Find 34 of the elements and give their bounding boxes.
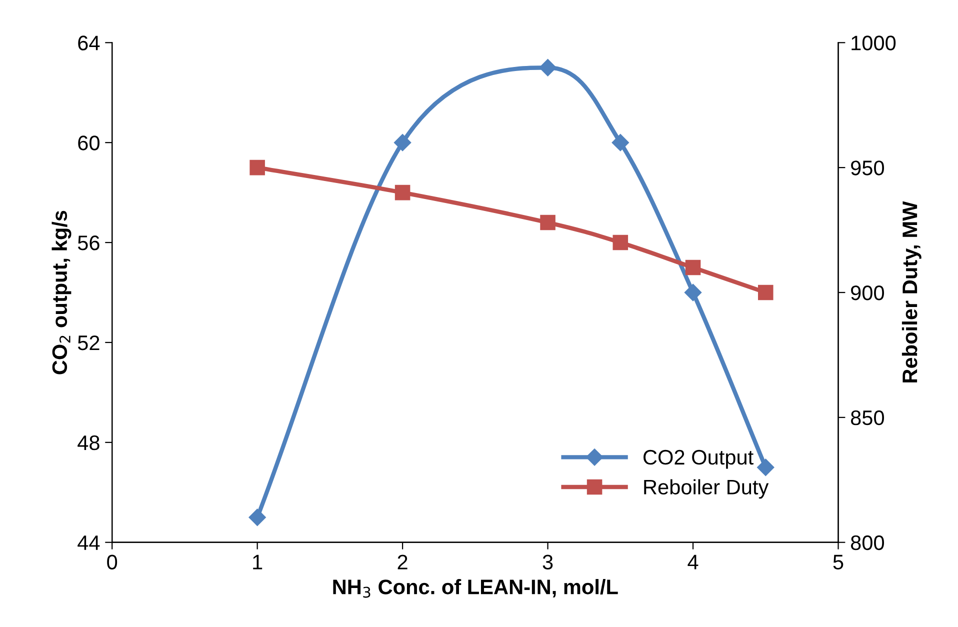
point (757, 458, 774, 476)
point (248, 508, 266, 526)
legend-label: Reboiler Duty (644, 479, 769, 499)
y-tick-label: 52 (78, 335, 100, 350)
y2-tick-label: 800 (850, 535, 884, 550)
point (612, 234, 628, 250)
point (684, 284, 702, 302)
point (539, 59, 556, 76)
y2-tick-label: 850 (850, 410, 884, 426)
y-axis-title: CO$_{2}$ output, kg/s (52, 210, 72, 374)
x-tick-label: 1 (253, 554, 262, 570)
y2-axis-title: Reboiler Duty, MW (902, 201, 922, 382)
y-tick-label: 64 (78, 36, 100, 50)
y-tick-label: 60 (78, 136, 100, 150)
x-tick-label: 0 (107, 554, 118, 570)
x-axis-title: NH$_{3}$ Conc. of LEAN-IN, mol/L (333, 579, 618, 598)
point (612, 134, 629, 152)
point (540, 214, 556, 230)
y-tick-label: 56 (78, 236, 100, 250)
point (394, 134, 412, 152)
x-tick-label: 5 (833, 554, 844, 570)
x-tick-label: 3 (542, 554, 553, 570)
point (250, 160, 265, 176)
y2-tick-label: 1000 (852, 36, 896, 50)
legend-label: CO2 Output (644, 450, 754, 469)
y-tick-label: 48 (78, 435, 100, 450)
y2-tick-label: 900 (851, 285, 884, 300)
x-tick-label: 2 (398, 554, 408, 570)
y-tick-label: 44 (78, 536, 100, 550)
y2-tick-label: 950 (851, 160, 884, 176)
point (685, 260, 701, 276)
point (758, 284, 774, 300)
x-tick-label: 4 (688, 554, 698, 570)
point (394, 184, 410, 200)
